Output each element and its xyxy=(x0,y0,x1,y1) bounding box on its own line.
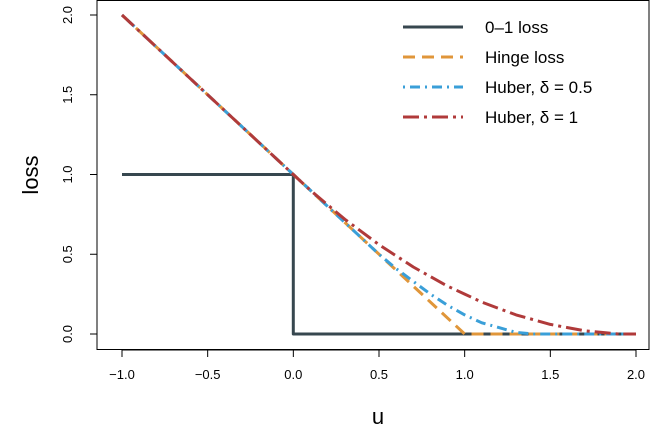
y-axis-title: loss xyxy=(18,155,43,194)
series-line-0 xyxy=(122,173,636,336)
y-tick-label: 1.0 xyxy=(60,165,75,183)
x-axis: −1.0 −0.5 0.0 0.5 1.0 1.5 2.0 xyxy=(109,349,645,382)
legend-label-2: Huber, δ = 0.5 xyxy=(485,78,592,97)
x-tick-label: 2.0 xyxy=(627,367,645,382)
x-tick-label: 1.5 xyxy=(541,367,559,382)
legend-label-1: Hinge loss xyxy=(485,48,564,67)
y-tick-label: 0.5 xyxy=(60,245,75,263)
x-tick-label: −1.0 xyxy=(109,367,135,382)
legend: 0–1 loss Hinge loss Huber, δ = 0.5 Huber, δ… xyxy=(403,18,592,127)
legend-label-0: 0–1 loss xyxy=(485,18,548,37)
y-axis: 0.0 0.5 1.0 1.5 2.0 xyxy=(60,6,98,343)
series-layer xyxy=(120,13,636,336)
x-tick-label: −0.5 xyxy=(195,367,221,382)
y-tick-label: 1.5 xyxy=(60,86,75,104)
x-axis-title: u xyxy=(372,404,384,429)
series-line-3 xyxy=(120,13,636,336)
y-tick-label: 0.0 xyxy=(60,325,75,343)
x-tick-label: 1.0 xyxy=(456,367,474,382)
legend-label-3: Huber, δ = 1 xyxy=(485,108,578,127)
x-tick-label: 0.0 xyxy=(284,367,302,382)
y-tick-label: 2.0 xyxy=(60,6,75,24)
x-tick-label: 0.5 xyxy=(370,367,388,382)
